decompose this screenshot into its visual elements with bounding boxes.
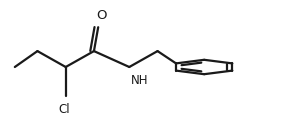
Text: Cl: Cl xyxy=(59,103,70,116)
Text: NH: NH xyxy=(131,74,148,87)
Text: O: O xyxy=(96,9,106,22)
